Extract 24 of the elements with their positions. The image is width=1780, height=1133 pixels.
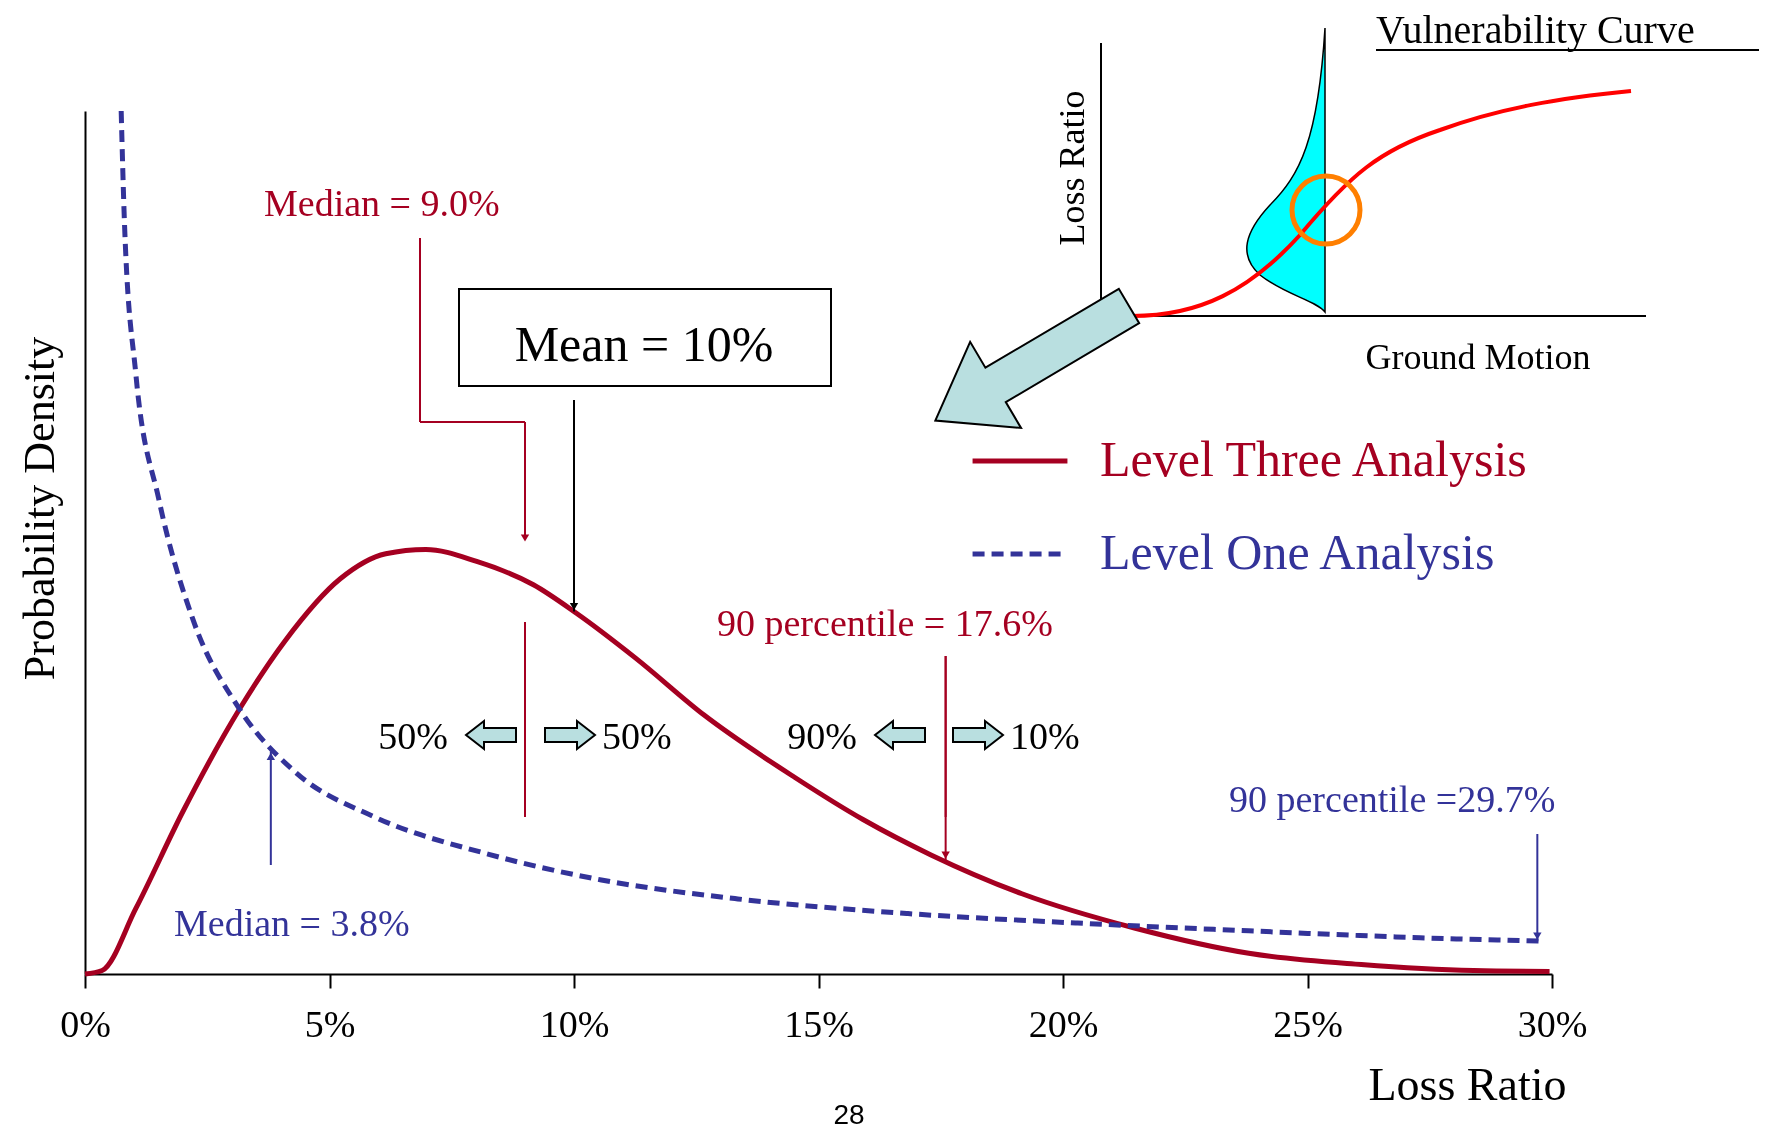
annotation: Loss Ratio: [1052, 90, 1092, 246]
annotation: 50%: [602, 715, 672, 757]
annotation: 10%: [1010, 715, 1080, 757]
x-tick-label: 15%: [784, 1002, 854, 1045]
annotation: Median = 3.8%: [174, 902, 410, 944]
x-tick-label: 10%: [539, 1002, 610, 1045]
annotation: Mean = 10%: [514, 316, 774, 372]
x-tick-label: 30%: [1517, 1002, 1588, 1045]
x-tick-label: 20%: [1028, 1002, 1099, 1045]
legend-label: Level Three Analysis: [1100, 431, 1527, 487]
annotation: Median = 9.0%: [264, 182, 500, 224]
y-axis-title: Probability Density: [14, 336, 64, 681]
x-tick-label: 0%: [60, 1002, 111, 1045]
x-axis-title: Loss Ratio: [1368, 1058, 1567, 1110]
annotation: 90 percentile =29.7%: [1229, 778, 1556, 820]
text: Vulnerability Curve: [1376, 7, 1695, 52]
text: 28: [833, 1099, 865, 1130]
legend-label: Level One Analysis: [1100, 524, 1495, 580]
x-tick-label: 25%: [1273, 1002, 1343, 1045]
x-tick-label: 5%: [304, 1002, 356, 1045]
annotation: 90%: [787, 715, 857, 757]
annotation: 90 percentile = 17.6%: [717, 602, 1053, 644]
annotation: Ground Motion: [1365, 337, 1591, 377]
annotation: 50%: [378, 715, 448, 757]
